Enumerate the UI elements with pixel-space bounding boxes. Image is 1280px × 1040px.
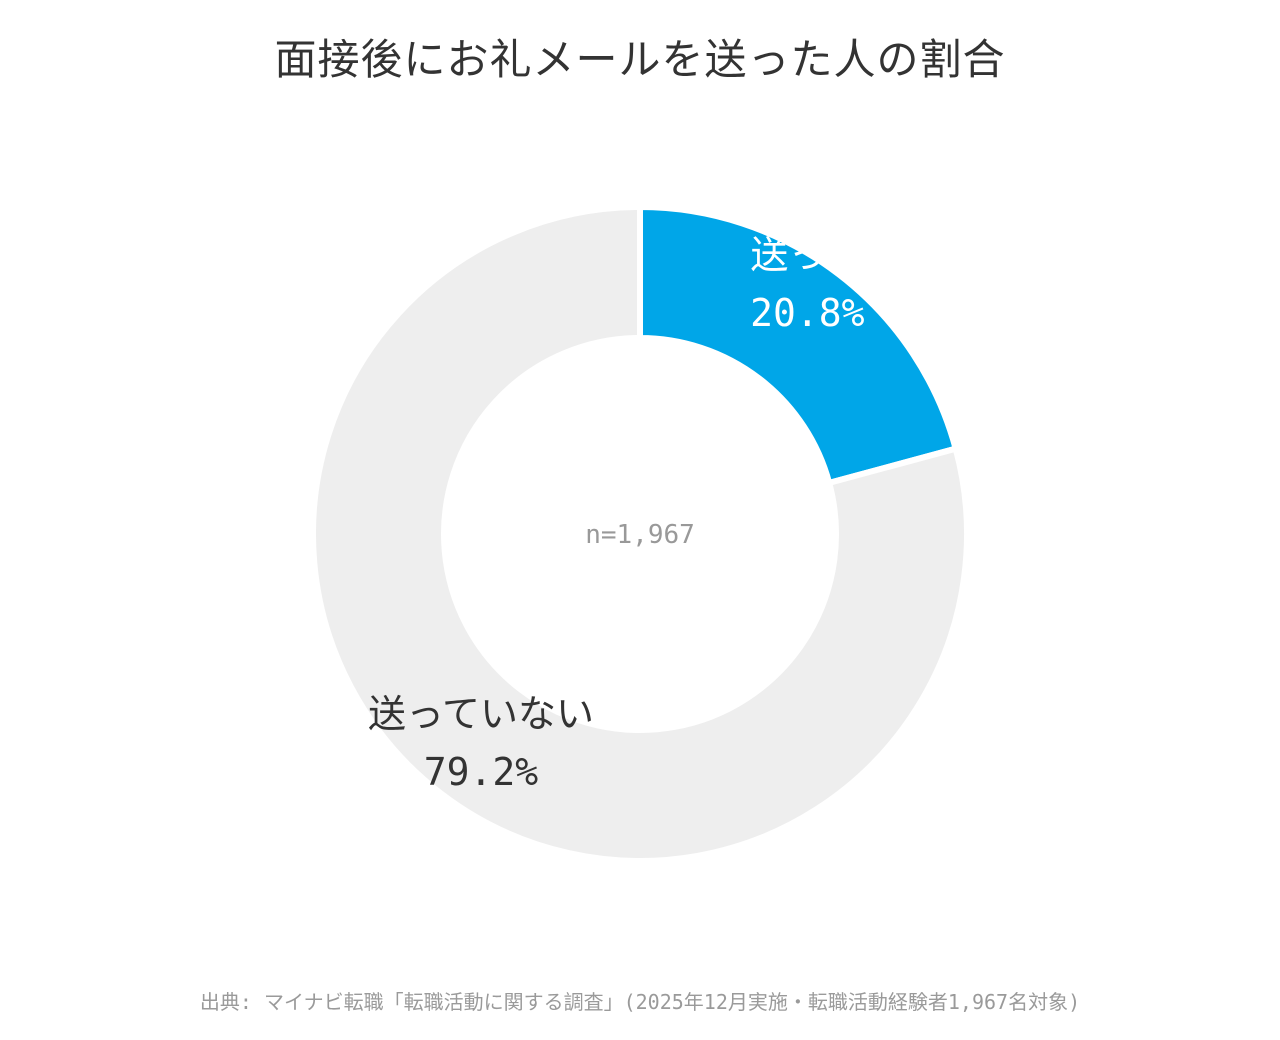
slice-0: [637, 203, 960, 487]
source-note: 出典: マイナビ転職「転職活動に関する調査」(2025年12月実施・転職活動経験…: [199, 990, 1081, 1014]
slice-label-0: 送った: [750, 233, 864, 277]
slice-value-0: 20.8%: [750, 291, 865, 335]
center-label: n=1,967: [585, 520, 695, 550]
slice-1: [310, 203, 970, 864]
labels-layer: 送った 20.8% 送っていない 79.2%: [368, 233, 865, 794]
slice-label-1: 送っていない: [368, 692, 594, 736]
chart-title: 面接後にお礼メールを送った人の割合: [274, 35, 1006, 84]
slice-value-1: 79.2%: [424, 750, 539, 794]
slices-layer: [310, 203, 970, 864]
